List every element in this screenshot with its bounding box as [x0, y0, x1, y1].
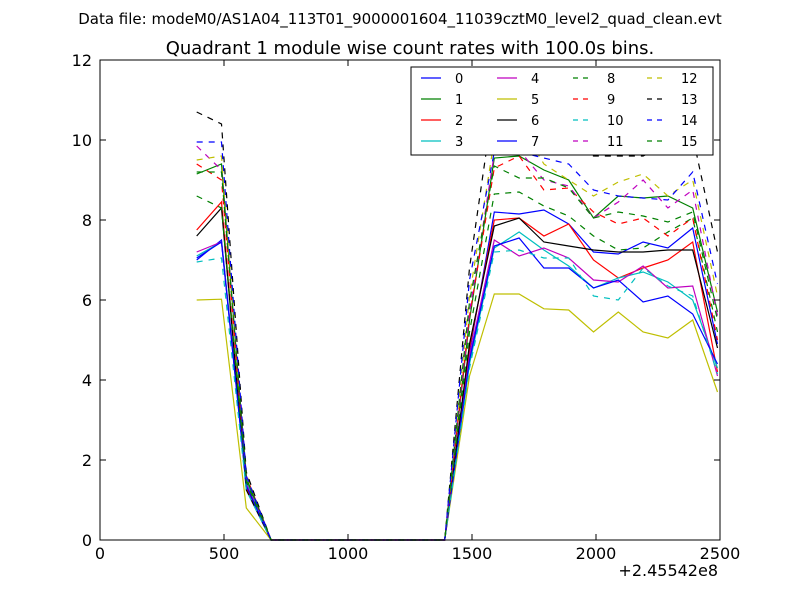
legend-label-9: 9	[607, 93, 615, 108]
y-tick-label-4: 4	[82, 371, 92, 390]
legend-label-13: 13	[681, 93, 698, 108]
series-line-3	[196, 231, 719, 541]
legend-label-5: 5	[531, 93, 539, 108]
legend-label-7: 7	[531, 135, 539, 150]
x-tick-label-500: 500	[209, 544, 240, 563]
legend-label-11: 11	[607, 135, 624, 150]
x-tick-label-0: 0	[95, 544, 105, 563]
x-tick-label-1500: 1500	[452, 544, 493, 563]
suptitle: Data file: modeM0/AS1A04_113T01_90000016…	[78, 10, 722, 29]
legend-label-8: 8	[607, 72, 615, 87]
legend-label-6: 6	[531, 114, 539, 129]
series-line-14	[196, 141, 719, 541]
y-tick-label-8: 8	[82, 211, 92, 230]
series-line-11	[196, 145, 719, 541]
series-line-7	[196, 237, 719, 541]
series-line-2	[196, 200, 719, 541]
y-tick-label-10: 10	[72, 131, 92, 150]
y-tick-label-2: 2	[82, 451, 92, 470]
series-line-1	[196, 155, 719, 541]
y-tick-label-0: 0	[82, 531, 92, 550]
legend-label-14: 14	[681, 114, 698, 129]
legend-label-12: 12	[681, 72, 698, 87]
series-line-4	[196, 239, 719, 541]
legend-label-10: 10	[607, 114, 624, 129]
series-line-9	[196, 155, 719, 541]
series-line-0	[196, 209, 719, 541]
legend-label-0: 0	[455, 72, 463, 87]
series-line-12	[196, 121, 719, 541]
x-tick-label-2000: 2000	[576, 544, 617, 563]
series-line-15	[196, 165, 719, 541]
y-tick-label-12: 12	[72, 51, 92, 70]
legend-label-3: 3	[455, 135, 463, 150]
legend-box	[410, 66, 714, 156]
x-axis-offset-label: +2.45542e8	[618, 561, 718, 580]
x-tick-label-1000: 1000	[328, 544, 369, 563]
legend-label-4: 4	[531, 72, 539, 87]
x-tick-label-2500: 2500	[700, 544, 741, 563]
series-line-10	[196, 249, 719, 541]
legend-label-15: 15	[681, 135, 698, 150]
legend-label-1: 1	[455, 93, 463, 108]
series-line-6	[196, 206, 719, 541]
legend-label-2: 2	[455, 114, 463, 129]
y-tick-label-6: 6	[82, 291, 92, 310]
chart-title: Quadrant 1 module wise count rates with …	[166, 38, 655, 59]
